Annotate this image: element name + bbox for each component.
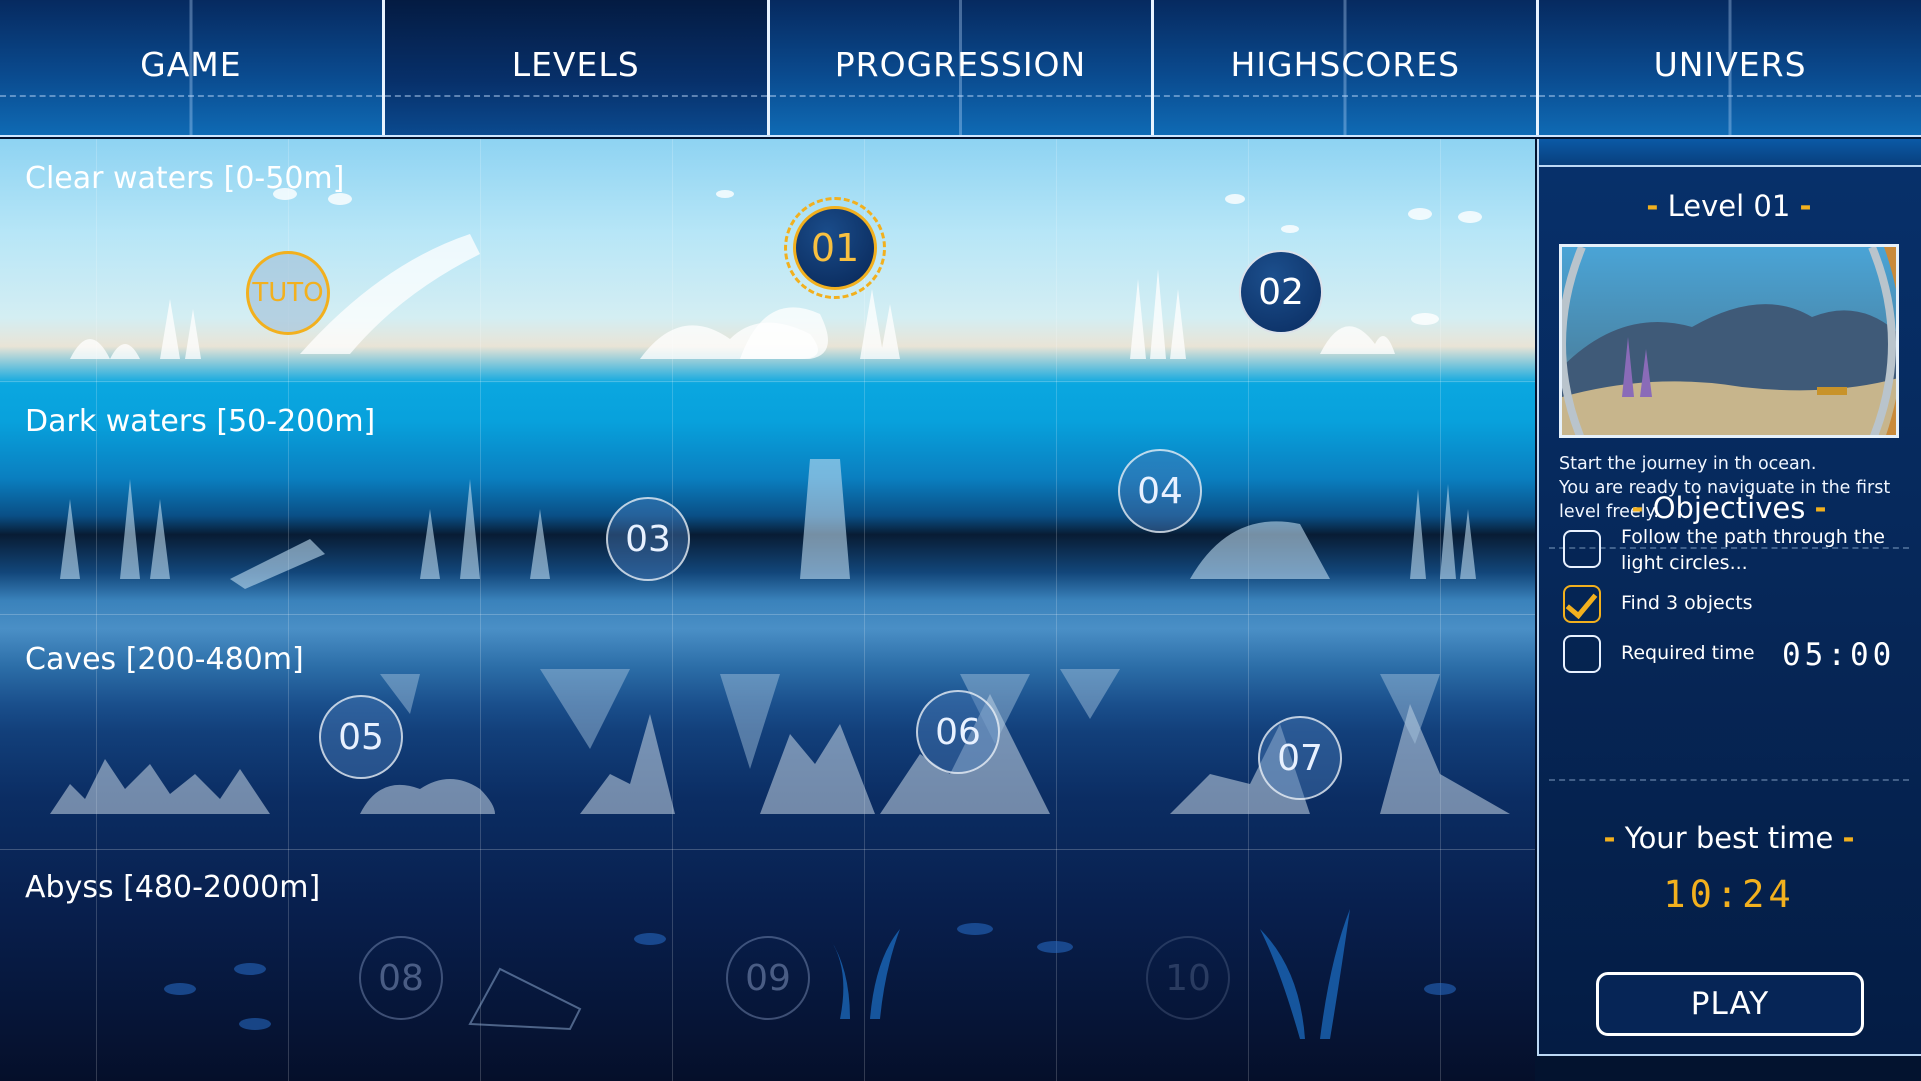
level-map: Clear waters [0-50m] Dark waters [50-200… (0, 139, 1535, 1081)
objective-item: Follow the path through the light circle… (1563, 526, 1908, 576)
objective-item: Find 3 objects (1563, 585, 1908, 623)
objective-label: Follow the path through the light circle… (1621, 526, 1885, 574)
objective-item: Required time (1563, 635, 1908, 673)
tab-game-label: GAME (140, 45, 242, 84)
abyss-plants (830, 909, 1350, 1039)
fish-silhouettes (273, 188, 1482, 325)
level-title: - Level 01 - (1646, 189, 1812, 223)
tab-highscores-label: HIGHSCORES (1230, 45, 1461, 84)
level-details-panel: - Level 01 - Start the journey in th oce… (1537, 165, 1921, 1056)
tab-progression-label: PROGRESSION (834, 45, 1087, 84)
best-time-value: 10:24 (1663, 873, 1795, 916)
grid-line (480, 139, 481, 1081)
objective-label: Find 3 objects (1621, 592, 1753, 614)
play-button[interactable]: PLAY (1596, 972, 1864, 1036)
level-node-10[interactable]: 10 (1146, 936, 1230, 1020)
objective-checkbox-path[interactable] (1563, 530, 1601, 568)
tab-progression[interactable]: PROGRESSION (769, 0, 1155, 135)
objective-checkbox-time[interactable] (1563, 635, 1601, 673)
level-node-03[interactable]: 03 (606, 497, 690, 581)
required-time-value: 05:00 (1782, 637, 1896, 673)
description-line-1: Start the journey in th ocean. (1559, 454, 1817, 474)
level-node-07[interactable]: 07 (1258, 716, 1342, 800)
level-title-text: Level 01 (1667, 189, 1791, 223)
panel-divider (1549, 547, 1909, 549)
objective-checkbox-objects[interactable] (1563, 585, 1601, 623)
grid-line (1056, 139, 1057, 1081)
dark-water-plants (60, 459, 1476, 589)
objectives-title: - Objectives - (1631, 491, 1827, 525)
seabed-scenery (50, 188, 1510, 1039)
level-node-tuto[interactable]: TUTO (246, 251, 330, 335)
zone-divider (0, 849, 1535, 850)
zone-divider (0, 381, 1535, 382)
tab-univers[interactable]: UNIVERS (1539, 0, 1921, 135)
grid-line (864, 139, 865, 1081)
grid-line (672, 139, 673, 1081)
tab-levels[interactable]: LEVELS (384, 0, 770, 135)
tab-univers-label: UNIVERS (1653, 45, 1807, 84)
panel-divider (1549, 779, 1909, 781)
level-node-06[interactable]: 06 (916, 690, 1000, 774)
level-node-02[interactable]: 02 (1239, 250, 1323, 334)
best-time-title: - Your best time - (1603, 821, 1855, 855)
cave-stalactites (380, 669, 1440, 769)
zone-label-caves: Caves [200-480m] (25, 642, 304, 677)
level-node-05[interactable]: 05 (319, 695, 403, 779)
grid-line (288, 139, 289, 1081)
zone-label-dark-waters: Dark waters [50-200m] (25, 404, 376, 439)
description-line-2: You are ready to naviguate in the first … (1559, 478, 1891, 522)
objectives-title-text: Objectives (1652, 491, 1806, 525)
top-nav: GAME LEVELS PROGRESSION HIGHSCORES UNIVE… (0, 0, 1921, 137)
underwater-scene (1562, 247, 1896, 435)
abyss-ruins (468, 967, 582, 1031)
level-node-09[interactable]: 09 (726, 936, 810, 1020)
level-node-08[interactable]: 08 (359, 936, 443, 1020)
panel-spacer (1537, 139, 1921, 165)
level-description: Start the journey in th ocean. You are r… (1559, 452, 1909, 524)
best-time-title-text: Your best time (1624, 821, 1834, 855)
objective-label: Required time (1621, 642, 1755, 664)
grid-line (1248, 139, 1249, 1081)
zone-label-clear-waters: Clear waters [0-50m] (25, 161, 345, 196)
grid-line (1440, 139, 1441, 1081)
level-node-01[interactable]: 01 (784, 197, 886, 299)
abyss-fish (164, 923, 1456, 1030)
coral-silhouettes (70, 234, 1395, 359)
zone-divider (0, 614, 1535, 615)
tab-highscores[interactable]: HIGHSCORES (1154, 0, 1540, 135)
grid-line (96, 139, 97, 1081)
level-node-04[interactable]: 04 (1118, 449, 1202, 533)
tab-game[interactable]: GAME (0, 0, 385, 135)
level-preview-image (1559, 244, 1899, 438)
zone-label-abyss: Abyss [480-2000m] (25, 870, 321, 905)
tab-levels-label: LEVELS (511, 45, 640, 84)
